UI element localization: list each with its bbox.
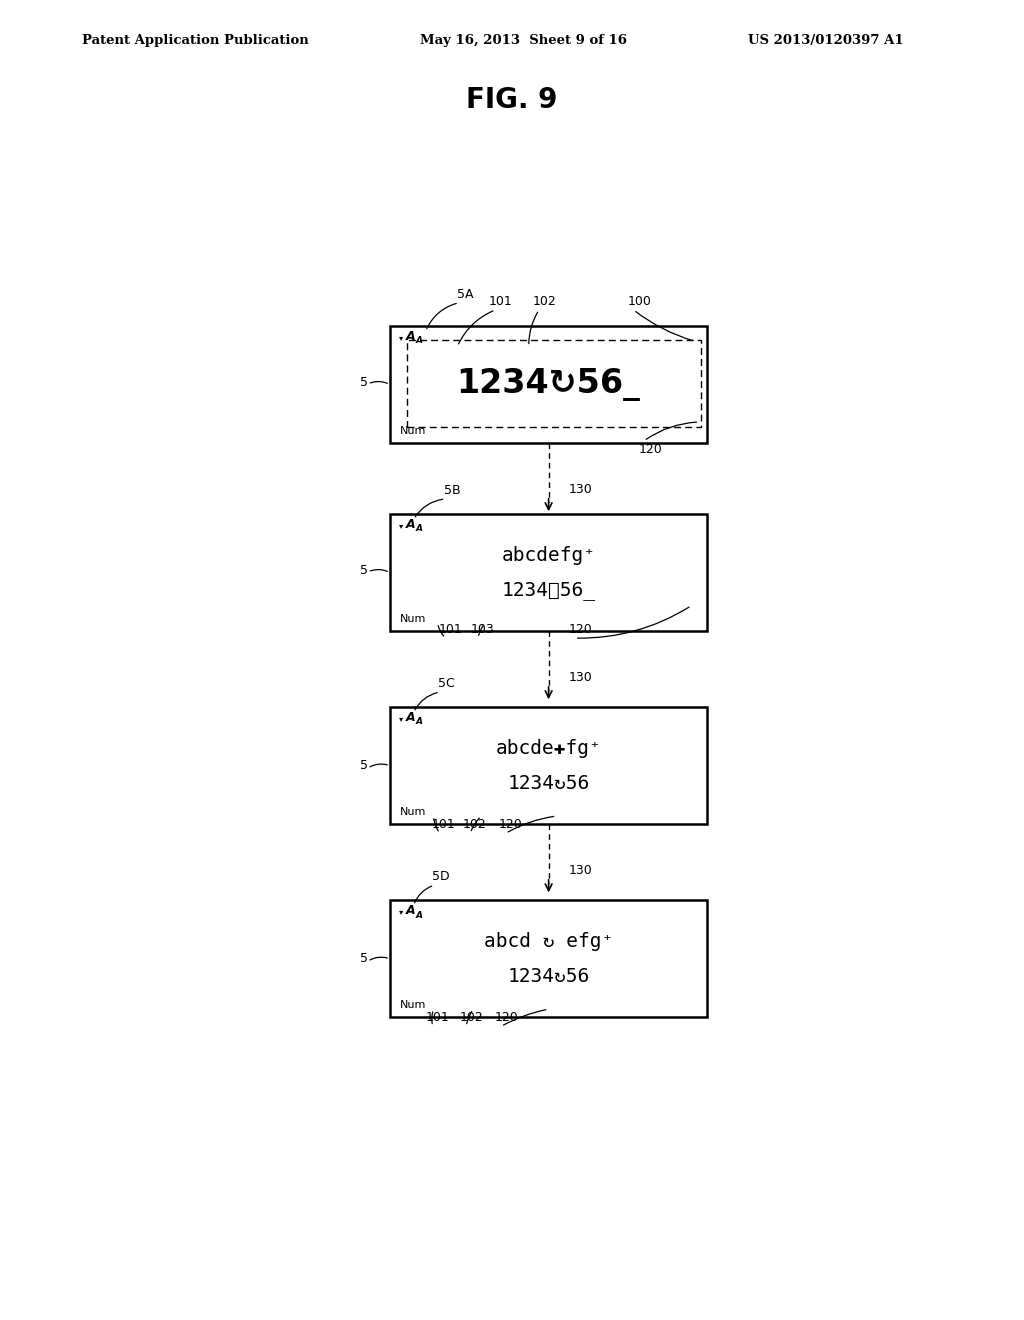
Text: abcd ↻ efg⁺: abcd ↻ efg⁺ bbox=[484, 932, 613, 950]
Text: A: A bbox=[416, 911, 423, 920]
Text: 100: 100 bbox=[628, 294, 652, 308]
Text: 5: 5 bbox=[359, 952, 368, 965]
Text: A: A bbox=[406, 519, 416, 531]
Text: Num: Num bbox=[400, 807, 427, 817]
Bar bbox=[390, 900, 708, 1018]
Text: ▾: ▾ bbox=[399, 333, 403, 342]
Bar bbox=[390, 515, 708, 631]
Text: 1234↻56_: 1234↻56_ bbox=[457, 368, 641, 401]
Text: 102: 102 bbox=[460, 1011, 483, 1024]
Text: 5: 5 bbox=[359, 375, 368, 388]
Text: ▾: ▾ bbox=[399, 907, 403, 916]
Text: 103: 103 bbox=[471, 623, 495, 636]
Text: Num: Num bbox=[400, 1001, 427, 1010]
Text: Num: Num bbox=[400, 426, 427, 436]
Text: 1234⚯56_: 1234⚯56_ bbox=[502, 581, 596, 599]
Text: 130: 130 bbox=[568, 865, 592, 876]
Text: 101: 101 bbox=[432, 818, 456, 832]
Text: 1234↻56: 1234↻56 bbox=[508, 966, 590, 986]
Text: 120: 120 bbox=[638, 444, 663, 455]
Text: abcdefg⁺: abcdefg⁺ bbox=[502, 545, 596, 565]
Text: 102: 102 bbox=[463, 818, 486, 832]
Text: A: A bbox=[406, 711, 416, 725]
Bar bbox=[390, 326, 708, 444]
Text: Num: Num bbox=[400, 614, 427, 624]
Text: Patent Application Publication: Patent Application Publication bbox=[82, 34, 308, 48]
Text: 120: 120 bbox=[568, 623, 592, 636]
Text: 101: 101 bbox=[426, 1011, 450, 1024]
Text: A: A bbox=[416, 337, 423, 346]
Text: 120: 120 bbox=[495, 1011, 518, 1024]
Text: 5D: 5D bbox=[432, 870, 450, 883]
Text: A: A bbox=[416, 524, 423, 533]
Text: 1234↻56: 1234↻56 bbox=[508, 774, 590, 793]
Text: 130: 130 bbox=[568, 483, 592, 496]
Text: 5B: 5B bbox=[443, 484, 461, 496]
Text: May 16, 2013  Sheet 9 of 16: May 16, 2013 Sheet 9 of 16 bbox=[420, 34, 627, 48]
Text: ▾: ▾ bbox=[399, 714, 403, 723]
Text: 5: 5 bbox=[359, 564, 368, 577]
Text: A: A bbox=[416, 718, 423, 726]
Bar bbox=[390, 708, 708, 824]
Text: 102: 102 bbox=[532, 294, 556, 308]
Text: FIG. 9: FIG. 9 bbox=[466, 86, 558, 114]
Text: 101: 101 bbox=[439, 623, 463, 636]
Text: US 2013/0120397 A1: US 2013/0120397 A1 bbox=[748, 34, 903, 48]
Text: abcde✚fg⁺: abcde✚fg⁺ bbox=[496, 739, 601, 758]
Text: A: A bbox=[406, 904, 416, 917]
Text: 5A: 5A bbox=[458, 288, 474, 301]
Text: 101: 101 bbox=[489, 294, 513, 308]
Bar bbox=[408, 341, 701, 426]
Text: A: A bbox=[406, 330, 416, 343]
Text: 5C: 5C bbox=[437, 677, 455, 690]
Text: 130: 130 bbox=[568, 671, 592, 684]
Text: 120: 120 bbox=[499, 818, 522, 832]
Text: 5: 5 bbox=[359, 759, 368, 772]
Text: ▾: ▾ bbox=[399, 521, 403, 531]
